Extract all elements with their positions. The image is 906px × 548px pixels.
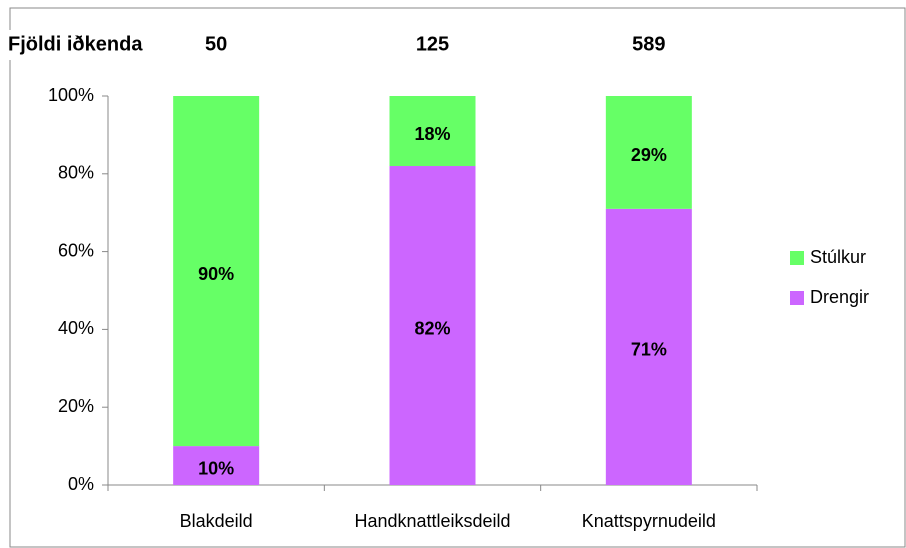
y-tick-label: 100% <box>48 85 94 105</box>
legend-label: Stúlkur <box>810 247 866 267</box>
data-label: 82% <box>414 318 450 338</box>
legend-label: Drengir <box>810 287 869 307</box>
data-label: 71% <box>631 340 667 360</box>
data-label: 90% <box>198 264 234 284</box>
bar-segment <box>173 96 260 447</box>
bar-segment <box>605 96 692 209</box>
y-tick-label: 0% <box>68 474 94 494</box>
header-bg <box>4 30 194 60</box>
x-tick-label: Blakdeild <box>180 511 253 531</box>
bar-segment <box>173 446 260 485</box>
count-label: 589 <box>632 33 665 55</box>
y-tick-label: 40% <box>58 318 94 338</box>
y-tick-label: 80% <box>58 163 94 183</box>
data-label: 29% <box>631 145 667 165</box>
data-label: 10% <box>198 458 234 478</box>
bar-segment <box>389 96 476 167</box>
y-tick-label: 60% <box>58 240 94 260</box>
data-label: 18% <box>414 124 450 144</box>
y-tick-label: 20% <box>58 396 94 416</box>
x-tick-label: Knattspyrnudeild <box>582 511 716 531</box>
count-label: 50 <box>205 33 227 55</box>
legend-swatch <box>790 291 804 305</box>
x-tick-label: Handknattleiksdeild <box>354 511 510 531</box>
bar-segment <box>389 166 476 485</box>
header-label: Fjöldi iðkenda <box>8 33 143 55</box>
legend-swatch <box>790 251 804 265</box>
bar-segment <box>605 208 692 485</box>
count-label: 125 <box>416 33 449 55</box>
chart-frame <box>9 7 906 548</box>
